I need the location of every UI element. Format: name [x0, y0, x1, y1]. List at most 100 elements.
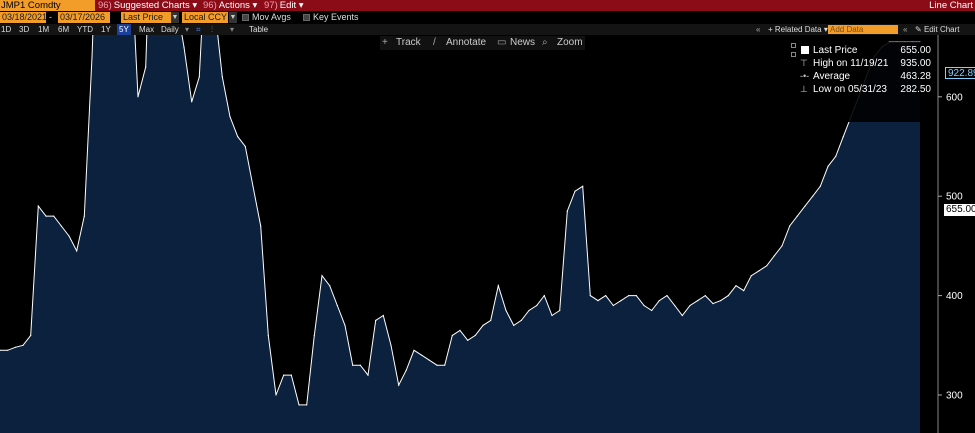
period-1y[interactable]: 1Y	[101, 25, 111, 34]
actions-menu[interactable]: 96) Actions ▾	[203, 0, 257, 11]
legend-handle-icon[interactable]	[791, 52, 796, 57]
legend-value: 463.28	[900, 71, 931, 82]
data-point	[421, 354, 423, 356]
chevron-down-icon[interactable]: ▾	[230, 25, 235, 34]
collapse-icon[interactable]: «	[756, 25, 761, 34]
data-point	[7, 349, 9, 351]
date-separator: -	[49, 12, 52, 22]
chart-plot-area[interactable]	[0, 35, 921, 433]
period-ytd[interactable]: YTD	[77, 25, 93, 34]
currency-select[interactable]: Local CCY	[182, 12, 228, 23]
track-button[interactable]: Track	[396, 37, 421, 48]
start-date-input[interactable]: 03/18/2021	[0, 12, 48, 23]
mov-avgs-checkbox[interactable]	[242, 14, 249, 21]
period-1d[interactable]: 1D	[1, 25, 12, 34]
y-axis: 300400500600700800900	[937, 35, 963, 433]
frequency-select[interactable]: Daily	[161, 25, 179, 34]
data-point	[45, 215, 47, 217]
news-button[interactable]: News	[510, 37, 536, 48]
bar-style-icon[interactable]: ⫶	[211, 25, 213, 34]
data-point	[674, 304, 676, 307]
end-date-input[interactable]: 03/17/2026	[58, 12, 110, 23]
data-point	[275, 394, 277, 396]
low-marker-icon: ⊥	[800, 84, 808, 94]
data-point	[306, 404, 308, 406]
data-point	[329, 285, 331, 287]
field-select[interactable]: Last Price	[121, 12, 177, 23]
edit-chart-label: Edit Chart	[923, 25, 960, 34]
line-style-icon[interactable]: ⌗	[196, 25, 201, 34]
zoom-button[interactable]: Zoom	[557, 37, 583, 48]
key-events-checkbox[interactable]	[303, 14, 310, 21]
period-5y[interactable]: 5Y	[117, 24, 131, 35]
data-point	[260, 225, 262, 227]
legend-row-low[interactable]: ⊥ Low on 05/31/23 282.50	[790, 83, 933, 96]
data-point	[543, 295, 545, 297]
data-point	[30, 334, 32, 336]
data-point	[781, 245, 783, 247]
data-point	[536, 304, 538, 307]
data-point	[804, 205, 806, 207]
data-point	[490, 319, 492, 321]
period-max[interactable]: Max	[139, 25, 155, 34]
legend-row-average[interactable]: -•- Average 463.28	[790, 70, 933, 83]
edit-chart-button[interactable]: ✎ Edit Chart	[915, 25, 960, 34]
chevron-down-icon[interactable]: ▾	[185, 25, 190, 34]
suggested-charts-menu[interactable]: 96) Suggested Charts ▾	[98, 0, 197, 11]
edit-menu[interactable]: 97) Edit ▾	[264, 0, 304, 11]
data-point	[229, 116, 231, 118]
data-point	[405, 369, 407, 371]
data-point	[819, 185, 821, 187]
data-point	[681, 314, 683, 317]
data-point	[497, 285, 499, 287]
key-events-label: Key Events	[313, 12, 359, 22]
data-point	[382, 314, 384, 317]
data-point	[620, 300, 622, 302]
data-point	[697, 300, 699, 302]
expand-icon[interactable]: «	[903, 25, 908, 34]
chevron-down-icon[interactable]: ▼	[171, 12, 179, 23]
data-point	[398, 384, 400, 386]
data-point	[428, 359, 430, 361]
series-area	[0, 35, 920, 433]
legend-label: High on 11/19/21	[813, 58, 889, 69]
legend-row-last[interactable]: Last Price 655.00	[790, 44, 933, 57]
data-point	[658, 300, 660, 302]
data-point	[666, 295, 668, 297]
chevron-down-icon[interactable]: ▼	[229, 12, 237, 23]
data-point	[605, 295, 607, 297]
related-data-button[interactable]: + Related Data ▾	[768, 25, 828, 34]
mov-avgs-label: Mov Avgs	[252, 12, 291, 22]
data-point	[436, 364, 438, 366]
y-tick-label: 300	[946, 391, 963, 402]
period-6m[interactable]: 6M	[58, 25, 70, 34]
data-point	[53, 215, 55, 217]
data-point	[689, 304, 691, 307]
data-point	[267, 334, 269, 336]
add-data-input[interactable]: Add Data	[828, 25, 898, 34]
high-price-tag: 922.89	[945, 67, 975, 79]
ticker-field[interactable]: JMP1 Comdty	[0, 0, 95, 11]
period-1m[interactable]: 1M	[38, 25, 50, 34]
period-3d[interactable]: 3D	[19, 25, 30, 34]
high-marker-icon: ⊤	[800, 58, 808, 68]
menu-number: 96)	[203, 0, 217, 11]
data-point	[842, 136, 844, 138]
data-point	[321, 275, 323, 277]
data-point	[628, 295, 630, 297]
data-point	[359, 364, 361, 366]
data-point	[283, 374, 285, 376]
menu-label: Actions	[218, 0, 250, 11]
data-point	[336, 304, 338, 307]
data-point	[835, 155, 837, 157]
chevron-down-icon: ▾	[192, 0, 198, 11]
data-point	[91, 56, 93, 58]
annotate-button[interactable]: Annotate	[446, 37, 487, 48]
chart-tools: + Track / Annotate ▭ News ⌕ Zoom	[380, 36, 585, 50]
legend-value: 282.50	[900, 84, 931, 95]
table-button[interactable]: Table	[249, 25, 269, 34]
legend-handle-icon[interactable]	[791, 43, 796, 48]
legend-row-high[interactable]: ⊤ High on 11/19/21 935.00	[790, 57, 933, 70]
data-point	[313, 334, 315, 336]
data-point	[789, 225, 791, 227]
